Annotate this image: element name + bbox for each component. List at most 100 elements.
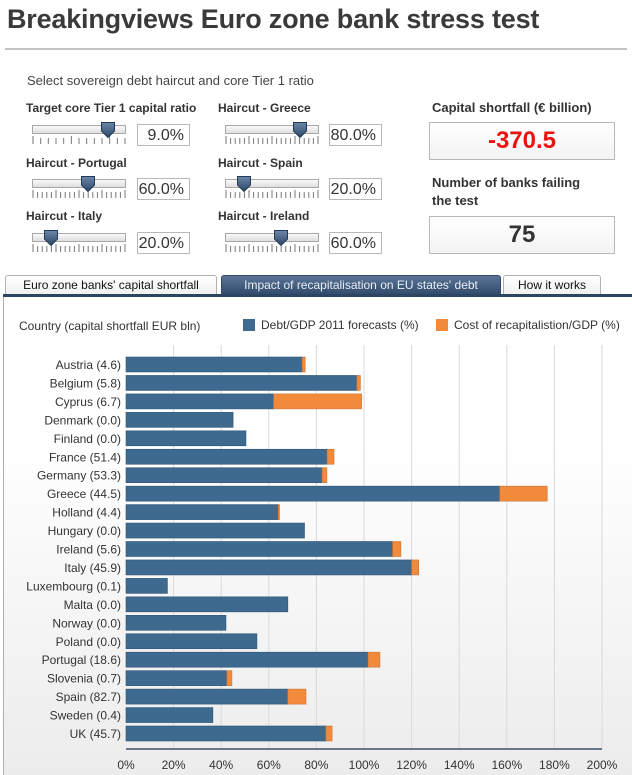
greece-haircut-value[interactable]: 80.0% <box>329 124 382 146</box>
bar-recap[interactable] <box>392 541 402 557</box>
slider-track[interactable] <box>225 233 319 242</box>
bar-debt[interactable] <box>125 448 328 465</box>
title-divider <box>5 48 627 50</box>
bar-recap[interactable] <box>287 688 307 705</box>
category-label: Greece (44.5) <box>47 487 121 501</box>
bar-recap[interactable] <box>273 393 362 410</box>
bar-recap[interactable] <box>301 356 306 373</box>
slider-track[interactable] <box>225 179 319 188</box>
bar-recap[interactable] <box>278 504 280 520</box>
bar-debt[interactable] <box>125 707 214 723</box>
bar-recap[interactable] <box>226 670 233 686</box>
slider-thumb[interactable] <box>44 230 59 246</box>
bar-debt[interactable] <box>125 725 327 742</box>
bar-recap[interactable] <box>356 375 361 391</box>
bar-recap[interactable] <box>326 448 335 465</box>
bar-debt[interactable] <box>125 430 247 447</box>
bar-chart: 0% 20% 40% 60% 80% 100% 120% 140% 160% 180% 200% Au… <box>26 345 618 772</box>
x-tick-label: 180% <box>539 758 570 772</box>
category-label: Austria (4.6) <box>56 358 121 372</box>
slider-ticks <box>32 136 126 144</box>
greece-haircut-slider[interactable] <box>225 122 321 148</box>
slider-thumb[interactable] <box>100 122 115 138</box>
ireland-haircut-slider[interactable] <box>225 230 321 256</box>
x-tick-label: 0% <box>117 758 135 772</box>
bar-recap[interactable] <box>367 651 381 668</box>
failing-banks-value-box: 75 <box>429 216 615 254</box>
controls-subtitle: Select sovereign debt haircut and core T… <box>27 73 314 88</box>
x-tick-label: 40% <box>209 758 233 772</box>
tab-capital-shortfall[interactable]: Euro zone banks' capital shortfall <box>5 275 217 295</box>
category-label: Portugal (18.6) <box>42 653 121 667</box>
category-label: Finland (0.0) <box>54 432 121 446</box>
category-label: Ireland (5.6) <box>56 543 121 557</box>
category-label: Germany (53.3) <box>37 469 121 483</box>
legend-label-debt: Debt/GDP 2011 forecasts (%) <box>261 318 419 332</box>
category-label: Hungary (0.0) <box>48 524 121 538</box>
slider-ticks <box>32 244 126 252</box>
italy-haircut-value[interactable]: 20.0% <box>137 232 190 254</box>
category-label: Cyprus (6.7) <box>55 395 121 409</box>
category-label: Poland (0.0) <box>56 635 121 649</box>
slider-thumb[interactable] <box>274 230 289 246</box>
tier1-value[interactable]: 9.0% <box>137 124 190 146</box>
bar-debt[interactable] <box>125 596 289 613</box>
bar-debt[interactable] <box>125 393 274 410</box>
italy-haircut-slider[interactable] <box>32 230 128 256</box>
bar-debt[interactable] <box>125 541 393 557</box>
tab-how-it-works[interactable]: How it works <box>503 275 601 295</box>
bar-debt[interactable] <box>125 375 358 391</box>
failing-banks-value: 75 <box>508 221 536 248</box>
slider-thumb[interactable] <box>292 122 307 138</box>
bar-debt[interactable] <box>125 412 234 428</box>
bar-debt[interactable] <box>125 467 323 483</box>
x-tick-label: 80% <box>304 758 328 772</box>
bar-debt[interactable] <box>125 485 500 502</box>
slider-ticks <box>225 136 319 144</box>
bar-recap[interactable] <box>321 467 328 483</box>
category-label: Belgium (5.8) <box>50 376 121 390</box>
spain-haircut-slider[interactable] <box>225 176 321 202</box>
tier1-slider[interactable] <box>32 122 128 148</box>
failing-banks-label: Number of banks failing the test <box>432 174 580 210</box>
bar-debt[interactable] <box>125 670 228 686</box>
bar-debt[interactable] <box>125 688 289 705</box>
category-label: France (51.4) <box>49 450 121 464</box>
bar-debt[interactable] <box>125 633 258 650</box>
slider-track[interactable] <box>32 233 126 242</box>
shortfall-label: Capital shortfall (€ billion) <box>432 100 592 115</box>
bar-recap[interactable] <box>325 725 333 742</box>
x-tick-label: 20% <box>162 758 186 772</box>
category-label: UK (45.7) <box>70 727 121 741</box>
spain-haircut-value[interactable]: 20.0% <box>329 178 382 200</box>
bar-debt[interactable] <box>125 522 305 539</box>
italy-haircut-label: Haircut - Italy <box>26 209 103 223</box>
portugal-haircut-value[interactable]: 60.0% <box>137 178 190 200</box>
portugal-haircut-slider[interactable] <box>32 176 128 202</box>
slider-ticks <box>225 190 319 198</box>
bar-debt[interactable] <box>125 614 227 631</box>
bar-debt[interactable] <box>125 578 168 594</box>
x-tick-label: 60% <box>257 758 281 772</box>
failing-banks-label-line2: the test <box>432 193 479 208</box>
tab-recapitalisation-impact[interactable]: Impact of recapitalisation on EU states'… <box>221 275 501 295</box>
slider-track[interactable] <box>32 125 126 134</box>
tier1-label: Target core Tier 1 capital ratio <box>26 101 197 115</box>
slider-thumb[interactable] <box>237 176 252 192</box>
slider-track[interactable] <box>225 125 319 134</box>
bar-recap[interactable] <box>411 559 420 576</box>
x-tick-label: 140% <box>444 758 475 772</box>
slider-track[interactable] <box>32 179 126 188</box>
slider-thumb[interactable] <box>81 176 96 192</box>
bar-debt[interactable] <box>125 651 369 668</box>
ireland-haircut-value[interactable]: 60.0% <box>329 232 382 254</box>
bar-debt[interactable] <box>125 356 303 373</box>
bar-recap[interactable] <box>499 485 548 502</box>
legend-item-recap: Cost of recapitalistion/GDP (%) <box>436 318 620 332</box>
x-tick-label: 120% <box>396 758 427 772</box>
x-tick-label: 100% <box>349 758 380 772</box>
category-label: Sweden (0.4) <box>50 709 121 723</box>
category-label: Slovenia (0.7) <box>47 672 121 686</box>
bar-debt[interactable] <box>125 504 279 520</box>
bar-debt[interactable] <box>125 559 412 576</box>
